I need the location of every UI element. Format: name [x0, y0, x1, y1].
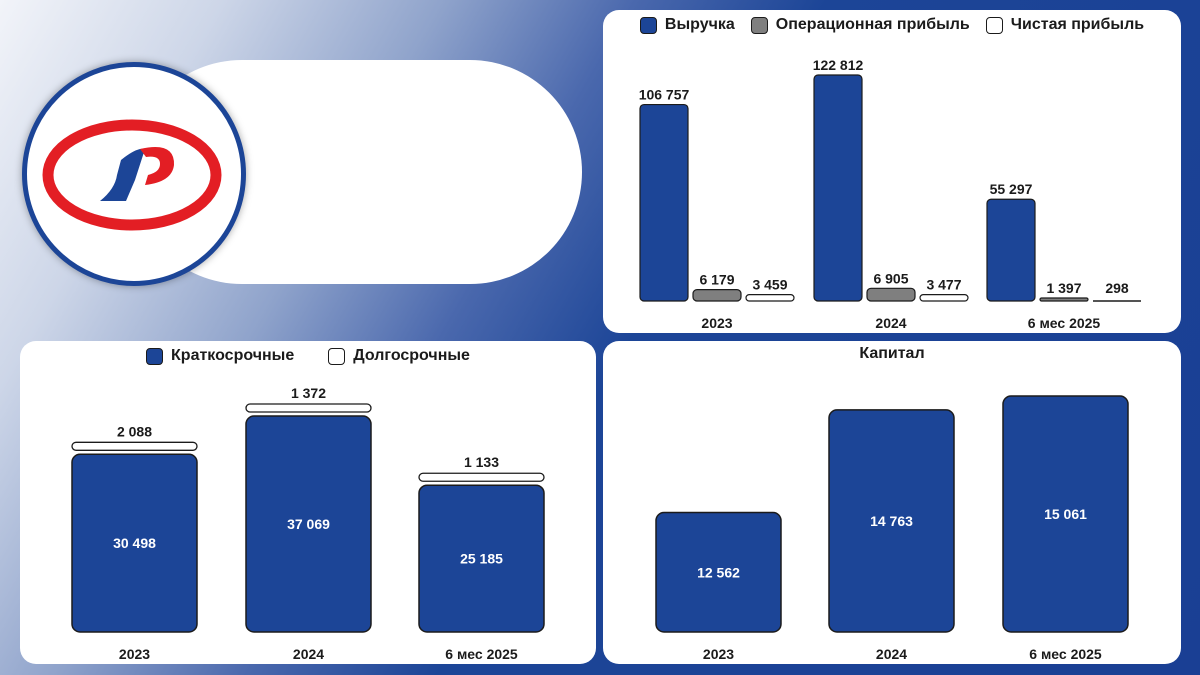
- data-label: 14 763: [870, 513, 913, 529]
- tick-label: 6 мес 2025: [1028, 315, 1101, 331]
- chart-title: Капитал: [859, 345, 925, 362]
- capital-panel: Капитал 12 562 2023 14 763 2024 15 061 6 мес …: [603, 341, 1181, 664]
- bar: [639, 103, 689, 302]
- revenue-profit-panel: Выручка Операционная прибыль Чистая приб…: [603, 10, 1181, 333]
- data-label: 30 498: [113, 535, 156, 551]
- company-logo-icon: [42, 119, 222, 231]
- data-label: 122 812: [813, 57, 864, 73]
- data-label: 3 459: [752, 277, 787, 293]
- tick-label: 2024: [875, 315, 906, 331]
- capital-chart: 12 562 2023 14 763 2024 15 061 6 мес 2025: [655, 395, 1129, 662]
- tick-label: 2024: [293, 646, 324, 662]
- legend-label-operating-profit: Операционная прибыль: [775, 16, 970, 33]
- data-label: 2 088: [117, 423, 152, 439]
- data-label: 1 372: [291, 385, 326, 401]
- data-label: 1 397: [1046, 280, 1081, 296]
- legend-swatch-revenue: [639, 16, 657, 34]
- bar: [745, 294, 795, 302]
- data-label: 3 477: [926, 277, 961, 293]
- tick-label: 2023: [119, 646, 150, 662]
- legend-swatch-operating-profit: [750, 16, 768, 34]
- bar: [245, 415, 372, 633]
- tick-label: 6 мес 2025: [445, 646, 518, 662]
- logo-badge: [22, 62, 246, 286]
- tick-label: 6 мес 2025: [1029, 646, 1102, 662]
- bar: [866, 287, 916, 302]
- legend-label-short-term: Краткосрочные: [171, 347, 295, 364]
- data-label: 298: [1105, 280, 1129, 296]
- legend-swatch-net-profit: [985, 16, 1003, 34]
- data-label: 6 905: [873, 270, 908, 286]
- legend-item-revenue: Выручка: [639, 16, 735, 34]
- legend-label-revenue: Выручка: [664, 16, 735, 33]
- bar: [655, 511, 782, 633]
- data-label: 1 133: [464, 454, 499, 470]
- bar: [1039, 297, 1089, 302]
- legend-label-net-profit: Чистая прибыль: [1010, 16, 1145, 33]
- legend-swatch-long-term: [328, 347, 346, 365]
- legend-label-long-term: Долгосрочные: [353, 347, 470, 364]
- data-label: 6 179: [699, 272, 734, 288]
- bar: [692, 289, 742, 302]
- liabilities-chart: 30 498 2 088 2023 37 069 1 372 2024 25 185 1 13…: [71, 385, 545, 662]
- bar: [1002, 395, 1129, 633]
- bar: [986, 198, 1036, 302]
- data-label: 106 757: [639, 87, 690, 103]
- legend: Краткосрочные Долгосрочные: [20, 341, 596, 371]
- legend-item-long-term: Долгосрочные: [328, 347, 470, 365]
- tick-label: 2023: [703, 646, 734, 662]
- tick-label: 2023: [701, 315, 732, 331]
- bar: [828, 409, 955, 633]
- bar: [418, 472, 545, 482]
- data-label: 15 061: [1044, 506, 1087, 522]
- bar: [71, 441, 198, 451]
- bar: [71, 453, 198, 633]
- bar: [919, 294, 969, 302]
- data-label: 12 562: [697, 564, 740, 580]
- legend-swatch-short-term: [146, 347, 164, 365]
- liabilities-panel: Краткосрочные Долгосрочные 30 498 2 088 20…: [20, 341, 596, 664]
- legend-item-short-term: Краткосрочные: [146, 347, 294, 365]
- legend-item-net-profit: Чистая прибыль: [985, 16, 1145, 34]
- data-label: 55 297: [990, 181, 1033, 197]
- legend: Выручка Операционная прибыль Чистая приб…: [603, 10, 1181, 40]
- tick-label: 2024: [876, 646, 907, 662]
- bar: [418, 484, 545, 633]
- bar: [245, 403, 372, 413]
- bar: [813, 74, 863, 302]
- data-label: 25 185: [460, 551, 503, 567]
- revenue-profit-chart: 106 757 6 179 3 459 2023 122 812 6 905 3 477 20…: [639, 57, 1141, 331]
- data-label: 37 069: [287, 516, 330, 532]
- legend-item-operating-profit: Операционная прибыль: [750, 16, 970, 34]
